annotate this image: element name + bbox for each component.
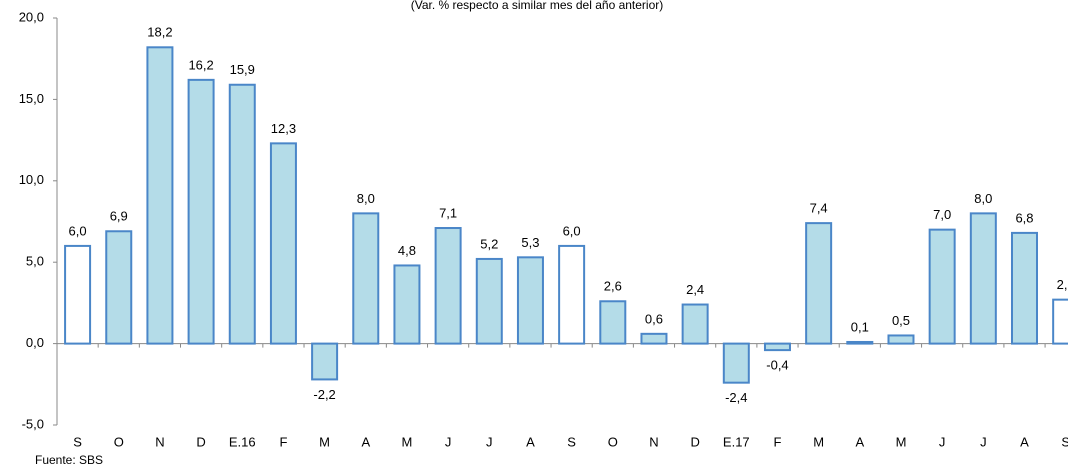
x-tick-label: E.17: [723, 434, 750, 449]
x-tick-label: O: [114, 434, 124, 449]
x-tick-label: S: [567, 434, 576, 449]
x-tick-label: D: [196, 434, 205, 449]
value-label: -2,4: [725, 390, 747, 405]
value-label: 0,6: [645, 311, 663, 326]
value-label: 7,0: [933, 207, 951, 222]
bar: [722, 342, 750, 384]
bar: [1010, 231, 1038, 345]
value-label: 5,3: [521, 235, 539, 250]
y-tick-label: -5,0: [22, 416, 44, 431]
bar: [475, 257, 503, 345]
value-label: 2,7: [1057, 277, 1068, 292]
x-tick-label: S: [1061, 434, 1068, 449]
x-tick-label: O: [608, 434, 618, 449]
bar: [558, 244, 586, 345]
value-label: 8,0: [974, 191, 992, 206]
value-label: 6,0: [69, 223, 87, 238]
bar: [352, 212, 380, 345]
value-label: 0,5: [892, 313, 910, 328]
value-label: 6,8: [1015, 210, 1033, 225]
bar: [1052, 298, 1068, 345]
x-tick-label: J: [445, 434, 452, 449]
x-tick-label: A: [361, 434, 370, 449]
value-label: 15,9: [230, 62, 255, 77]
value-label: 6,0: [563, 223, 581, 238]
bar: [187, 78, 215, 345]
bar: [846, 340, 874, 345]
bar: [105, 230, 133, 345]
bar: [269, 142, 297, 345]
value-label: 16,2: [188, 57, 213, 72]
x-tick-label: S: [73, 434, 82, 449]
bar: [393, 264, 421, 345]
value-label: 2,4: [686, 282, 704, 297]
bar: [516, 256, 544, 345]
y-tick-label: 0,0: [26, 335, 44, 350]
value-label: 4,8: [398, 243, 416, 258]
value-label: 8,0: [357, 191, 375, 206]
x-tick-label: J: [939, 434, 946, 449]
bar: [928, 228, 956, 345]
x-tick-label: M: [813, 434, 824, 449]
x-tick-label: M: [319, 434, 330, 449]
x-tick-label: M: [896, 434, 907, 449]
x-tick-label: A: [855, 434, 864, 449]
x-tick-label: A: [526, 434, 535, 449]
x-tick-label: A: [1020, 434, 1029, 449]
value-label: 18,2: [147, 25, 172, 40]
x-tick-label: J: [486, 434, 493, 449]
value-label: 6,9: [110, 209, 128, 224]
x-tick-label: M: [402, 434, 413, 449]
bar: [887, 334, 915, 345]
bar: [228, 83, 256, 345]
value-label: 12,3: [271, 121, 296, 136]
value-label: -0,4: [766, 358, 788, 373]
x-tick-label: F: [773, 434, 781, 449]
y-tick-label: 15,0: [19, 91, 44, 106]
y-tick-label: 20,0: [19, 9, 44, 24]
bar: [434, 227, 462, 345]
value-label: -2,2: [313, 387, 335, 402]
value-label: 7,4: [810, 201, 828, 216]
bar: [805, 222, 833, 345]
bar: [763, 342, 791, 352]
x-tick-label: N: [649, 434, 658, 449]
x-tick-label: F: [279, 434, 287, 449]
y-tick-label: 10,0: [19, 172, 44, 187]
y-tick-label: 5,0: [26, 254, 44, 269]
bar: [681, 303, 709, 345]
value-label: 7,1: [439, 205, 457, 220]
value-label: 2,6: [604, 279, 622, 294]
value-label: 5,2: [480, 236, 498, 251]
x-tick-label: J: [980, 434, 987, 449]
bar: [146, 46, 174, 345]
bar: [64, 244, 92, 345]
bar: [599, 300, 627, 345]
bar: [969, 212, 997, 345]
bar: [311, 342, 339, 381]
x-tick-label: N: [155, 434, 164, 449]
x-tick-label: E.16: [229, 434, 256, 449]
x-tick-label: D: [690, 434, 699, 449]
value-label: 0,1: [851, 319, 869, 334]
chart-subtitle: (Var. % respecto a similar mes del año a…: [411, 0, 664, 12]
bar: [640, 332, 668, 345]
source-note: Fuente: SBS: [35, 453, 103, 467]
